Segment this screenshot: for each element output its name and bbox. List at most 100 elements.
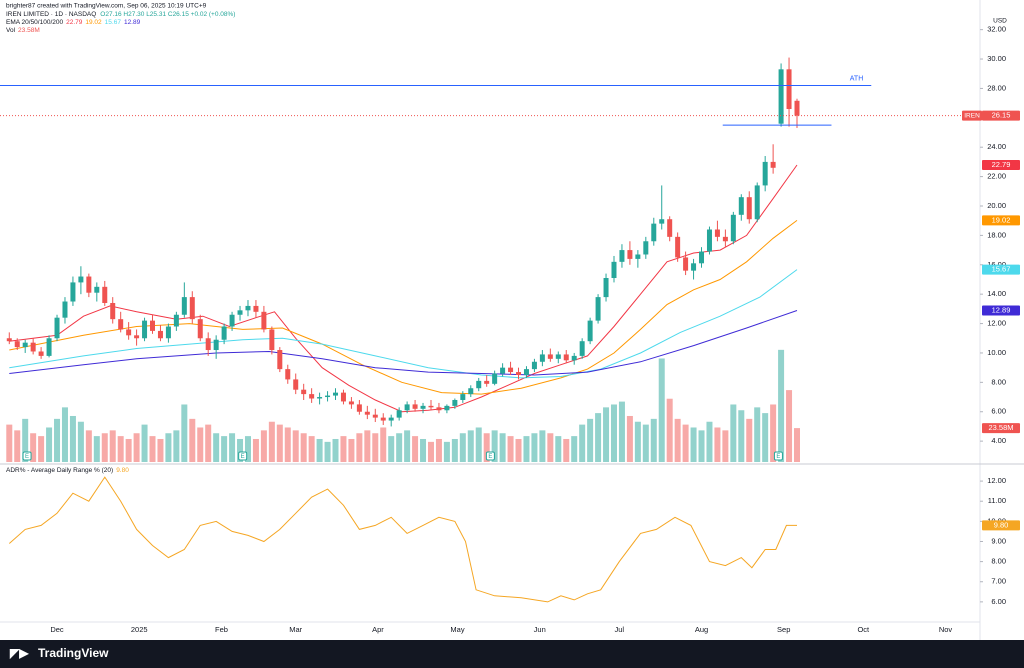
- candle-body: [436, 407, 442, 411]
- candle-body: [380, 417, 386, 421]
- adr-legend: ADR% - Average Daily Range % (20) 9.80: [6, 467, 129, 474]
- volume-bar: [475, 427, 482, 462]
- volume-bar: [793, 428, 800, 462]
- ema-value: 22.79: [66, 19, 83, 26]
- candle-body: [699, 251, 705, 264]
- candle-body: [746, 197, 752, 220]
- volume-bar: [85, 430, 92, 462]
- candle-body: [476, 380, 482, 389]
- ema-line: [9, 219, 798, 395]
- candle-body: [547, 354, 553, 359]
- x-tick-label: Mar: [289, 625, 302, 634]
- volume-bar: [205, 424, 212, 462]
- volume-bar: [268, 421, 275, 462]
- volume-bar: [332, 438, 339, 462]
- x-tick-label: Jun: [534, 625, 546, 634]
- candle-body: [118, 319, 124, 330]
- volume-bar: [404, 430, 411, 462]
- candle-body: [30, 342, 36, 352]
- volume-bar: [93, 436, 100, 462]
- candle-body: [492, 373, 498, 384]
- candle-body: [364, 411, 370, 415]
- volume-bar: [22, 418, 29, 462]
- volume-bar: [722, 430, 729, 462]
- volume-bar: [563, 438, 570, 462]
- candle-body: [460, 394, 466, 400]
- credit: brighter87 created with TradingView.com,…: [6, 3, 207, 10]
- volume-bar: [682, 424, 689, 462]
- y-tick-label: 8.00: [991, 377, 1006, 386]
- y-tick-label: 20.00: [987, 201, 1006, 210]
- volume-bar: [587, 418, 594, 462]
- volume-bar: [412, 436, 419, 462]
- event-marker: [238, 451, 248, 461]
- volume-bar: [30, 433, 37, 462]
- candle-body: [531, 361, 537, 370]
- candle-body: [301, 389, 307, 395]
- candle-body: [134, 335, 140, 339]
- candle-body: [706, 229, 712, 252]
- candle-body: [691, 263, 697, 271]
- candle-body: [165, 326, 171, 339]
- price-tag: [982, 423, 1020, 434]
- volume-bar: [730, 404, 737, 462]
- y-tick-label: 8.00: [991, 557, 1006, 566]
- volume-bar: [555, 436, 562, 462]
- volume-bar: [149, 436, 156, 462]
- volume-bar: [308, 436, 315, 462]
- candle-body: [635, 254, 641, 259]
- volume-bar: [6, 424, 13, 462]
- candle-body: [157, 330, 163, 339]
- candle-body: [110, 302, 116, 320]
- currency: USD: [993, 18, 1007, 25]
- price-tag-label: 26.15: [992, 111, 1011, 120]
- y-tick-label: 12.00: [987, 476, 1006, 485]
- volume-bar: [746, 418, 753, 462]
- candle-body: [317, 397, 323, 399]
- candle-body: [539, 354, 545, 362]
- candle-body: [94, 286, 100, 293]
- candle-body: [6, 338, 12, 342]
- candle-body: [738, 197, 744, 215]
- volume-bar: [762, 413, 769, 462]
- candle-body: [126, 329, 132, 336]
- candle-body: [189, 297, 195, 320]
- candle-body: [516, 372, 522, 375]
- volume-bar: [141, 424, 148, 462]
- y-tick-label: 14.00: [987, 289, 1006, 298]
- candle-body: [333, 392, 339, 396]
- price-tag-label: 12.89: [992, 305, 1011, 314]
- candle-body: [213, 339, 219, 351]
- x-tick-label: Dec: [50, 625, 64, 634]
- volume-name: Vol: [6, 27, 16, 34]
- y-tick-label: 32.00: [987, 25, 1006, 34]
- adr-value: 9.80: [116, 467, 129, 474]
- x-tick-label: 2025: [131, 625, 148, 634]
- candle-body: [508, 367, 514, 373]
- volume-bar: [547, 433, 554, 462]
- volume-bar: [666, 398, 673, 462]
- candle-body: [229, 314, 235, 327]
- volume-bar: [284, 427, 291, 462]
- candle-body: [388, 417, 394, 421]
- candle-body: [404, 404, 410, 411]
- x-tick-label: Aug: [695, 625, 708, 634]
- candle-body: [555, 354, 561, 359]
- volume-bar: [658, 358, 665, 462]
- volume-bar: [491, 430, 498, 462]
- price-tag-label: 23.58M: [988, 423, 1013, 432]
- candle-body: [22, 342, 28, 348]
- y-tick-label: 10.00: [987, 348, 1006, 357]
- volume-bar: [610, 404, 617, 462]
- ema-value: 12.89: [124, 19, 141, 26]
- volume-bar: [61, 407, 68, 462]
- candle-body: [523, 369, 529, 375]
- symbol-name: IREN LIMITED · 1D · NASDAQ: [6, 11, 96, 18]
- symbol-tag-label: IREN: [964, 112, 980, 119]
- candle-body: [245, 305, 251, 311]
- y-tick-label: 6.00: [991, 597, 1006, 606]
- candle-body: [221, 326, 227, 340]
- volume-bar: [698, 430, 705, 462]
- volume-bar: [770, 404, 777, 462]
- y-tick-label: 30.00: [987, 54, 1006, 63]
